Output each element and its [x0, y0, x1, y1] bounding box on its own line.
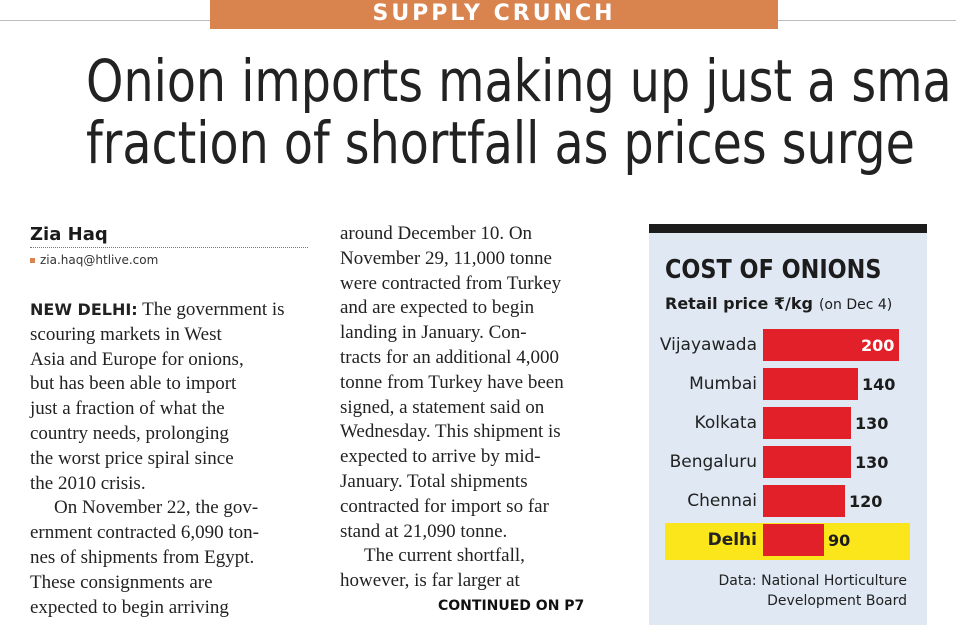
article-column-2: around December 10. On November 29, 11,0…	[340, 222, 625, 594]
continued-on-link[interactable]: CONTINUED ON P7	[438, 598, 585, 614]
bar-value-label: 90	[828, 531, 851, 550]
article-line: Asia and Europe for onions,	[30, 348, 244, 370]
bar-value-label: 140	[862, 375, 896, 394]
bar-mark	[763, 368, 858, 400]
bar-category-label: Vijayawada	[659, 335, 757, 355]
article-line: just a fraction of what the	[30, 398, 225, 420]
article-line-text: The government is	[142, 299, 285, 320]
byline-email[interactable]: zia.haq@htlive.com	[30, 253, 158, 267]
bar-category-label: Chennai	[687, 491, 757, 511]
headline-line-2: fraction of shortfall as prices surge	[86, 109, 915, 177]
article-line: Wednesday. This shipment is	[340, 421, 561, 443]
bar-mark	[763, 407, 851, 439]
article-line: the 2010 crisis.	[30, 472, 146, 494]
chart-date-note: (on Dec 4)	[818, 297, 893, 313]
bullet-square-icon	[30, 258, 35, 263]
source-line-2: Development Board	[767, 593, 907, 609]
email-text: zia.haq@htlive.com	[40, 253, 159, 267]
bar-value-label: 120	[849, 492, 883, 511]
bar-value-label: 200	[861, 336, 895, 355]
article-line: The current shortfall,	[364, 545, 525, 567]
bar-value-label: 130	[855, 414, 889, 433]
article-line: expected to begin arriving	[30, 596, 229, 618]
article-line: November 29, 11,000 tonne	[340, 247, 552, 269]
article-line: On November 22, the gov-	[54, 497, 259, 519]
article-line: were contracted from Turkey	[340, 272, 562, 294]
article-line: ernment contracted 6,090 ton-	[30, 522, 259, 544]
cost-of-onions-chart: COST OF ONIONS Retail price ₹/kg (on Dec …	[649, 224, 927, 625]
article-line: scouring markets in West	[30, 323, 222, 345]
headline-line-1: Onion imports making up just a small	[86, 47, 956, 115]
bar-category-label: Bengaluru	[669, 452, 757, 472]
bar-value-label: 130	[855, 453, 889, 472]
bar-mark	[763, 446, 851, 478]
dateline: NEW DELHI:	[30, 300, 138, 319]
article-line: country needs, prolonging	[30, 422, 229, 444]
headline: Onion imports making up just a small fra…	[86, 47, 956, 177]
chart-unit-label: Retail price ₹/kg	[665, 294, 813, 313]
article-line: tonne from Turkey have been	[340, 371, 564, 393]
article-line: stand at 21,090 tonne.	[340, 520, 508, 542]
bar-mark	[763, 329, 899, 361]
article-line: January. Total shipments	[340, 470, 528, 492]
bar-mark	[763, 485, 845, 517]
article-line: signed, a statement said on	[340, 396, 545, 418]
article-line: landing in January. Con-	[340, 322, 527, 344]
chart-subtitle: Retail price ₹/kg (on Dec 4)	[665, 294, 892, 314]
article-line: tracts for an additional 4,000	[340, 346, 559, 368]
article-line: around December 10. On	[340, 223, 533, 244]
chart-source: Data: National Horticulture Development …	[659, 571, 908, 611]
article-line: contracted for import so far	[340, 495, 549, 517]
article-line: however, is far larger at	[340, 570, 520, 592]
article-line: expected to arrive by mid-	[340, 446, 541, 468]
byline-author: Zia Haq	[30, 224, 308, 248]
section-kicker: SUPPLY CRUNCH	[210, 0, 778, 29]
article-column-1: NEW DELHI: The government is scouring ma…	[30, 298, 315, 620]
bar-category-label: Kolkata	[694, 413, 757, 433]
article-line: NEW DELHI: The government is	[30, 298, 315, 323]
bar-mark	[763, 524, 824, 556]
source-line-1: Data: National Horticulture	[718, 573, 908, 589]
article-line: but has been able to import	[30, 373, 237, 395]
article-line: the worst price spiral since	[30, 447, 234, 469]
bar-category-label: Delhi	[707, 530, 757, 550]
article-line: These consignments are	[30, 571, 213, 593]
chart-title: COST OF ONIONS	[665, 255, 882, 285]
bar-category-label: Mumbai	[689, 374, 757, 394]
article-line: nes of shipments from Egypt.	[30, 546, 255, 568]
article-line: and are expected to begin	[340, 297, 535, 319]
